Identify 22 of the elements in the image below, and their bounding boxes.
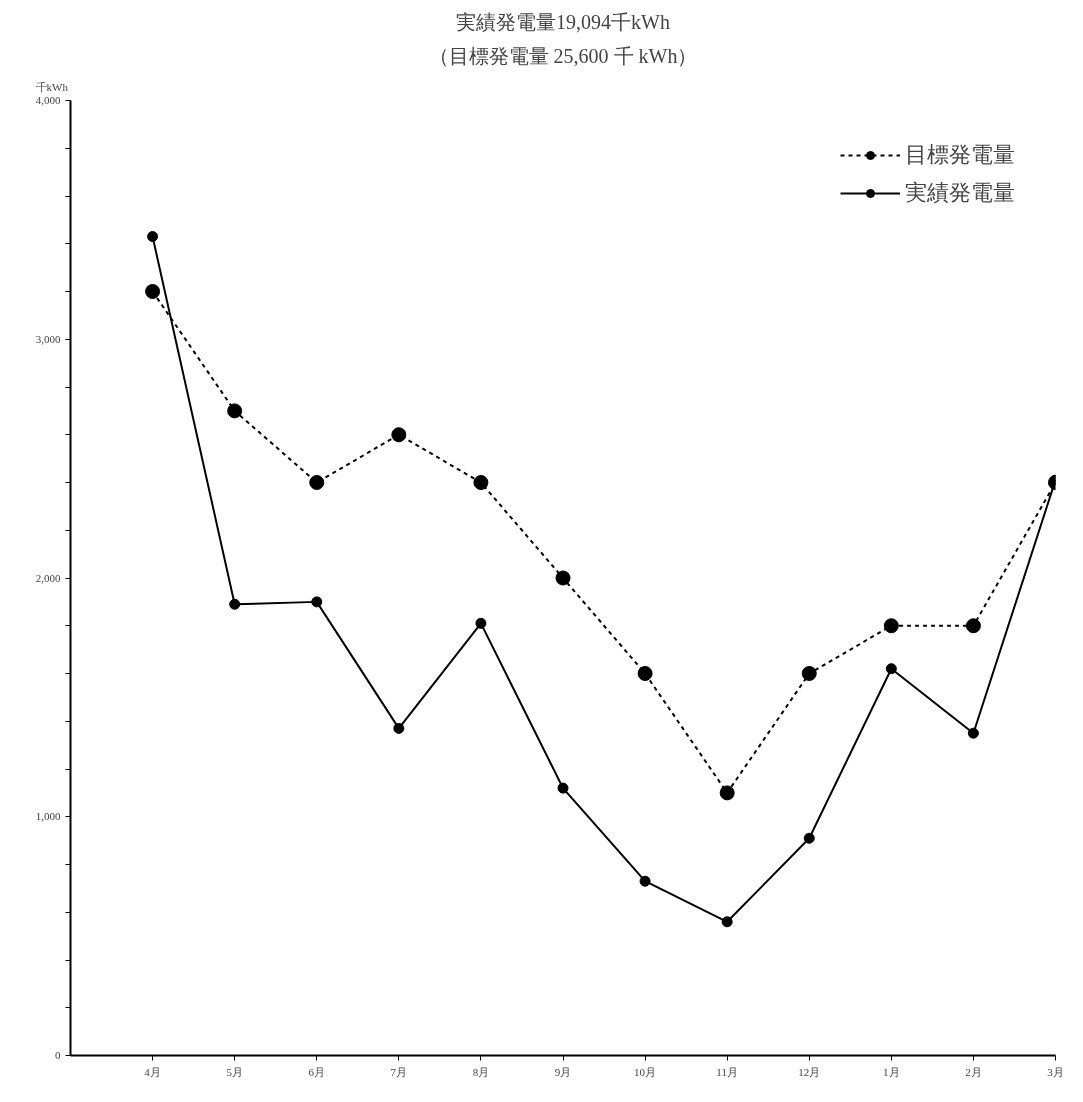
x-tick-label: 1月 xyxy=(883,1065,900,1078)
legend-label: 実績発電量 xyxy=(905,179,1015,207)
x-tick-label: 8月 xyxy=(472,1065,490,1078)
y-tick-label: 1,000 xyxy=(35,810,61,823)
x-tick-label: 5月 xyxy=(226,1065,243,1078)
x-tick-label: 11月 xyxy=(716,1065,738,1078)
x-tick-label: 6月 xyxy=(308,1065,325,1078)
y-tick-label: 0 xyxy=(55,1049,61,1061)
y-tick-label: 4,000 xyxy=(35,94,61,106)
x-tick-label: 4月 xyxy=(144,1065,161,1078)
x-tick-label: 2月 xyxy=(965,1065,982,1078)
y-tick-label: 3,000 xyxy=(35,332,61,345)
x-tick-label: 3月 xyxy=(1047,1065,1064,1078)
x-tick-label: 10月 xyxy=(634,1065,657,1078)
chart-title: 実績発電量19,094千kWh xyxy=(456,10,670,33)
y-tick-label: 2,000 xyxy=(35,571,61,584)
legend-label: 目標発電量 xyxy=(905,141,1015,169)
chart-subtitle: （目標発電量 25,600 千 kWh） xyxy=(428,44,698,67)
x-tick-label: 7月 xyxy=(390,1065,408,1078)
y-axis-title: 千kWh xyxy=(35,81,69,93)
x-tick-label: 12月 xyxy=(798,1065,821,1078)
x-tick-label: 9月 xyxy=(554,1065,572,1078)
